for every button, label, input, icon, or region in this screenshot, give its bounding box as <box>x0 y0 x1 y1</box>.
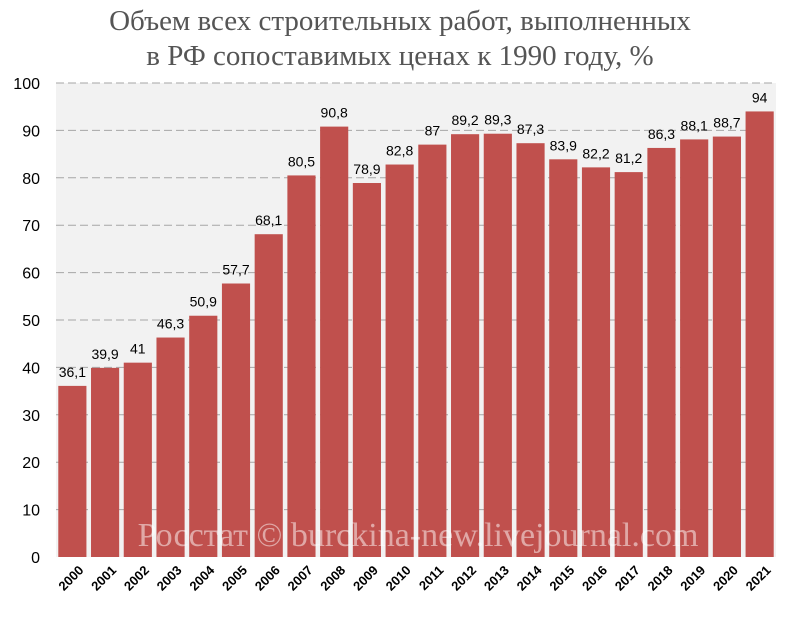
x-tick-label: 2006 <box>252 563 283 594</box>
data-label: 57,7 <box>222 262 249 278</box>
x-tick-label: 2000 <box>55 563 86 594</box>
data-label: 36,1 <box>59 364 86 380</box>
bar-2000 <box>58 385 87 557</box>
x-tick-label: 2014 <box>514 562 546 594</box>
y-tick-label: 60 <box>22 266 40 283</box>
y-tick-label: 30 <box>22 408 40 425</box>
chart-title-line-2: в РФ сопоставимых ценах к 1990 году, % <box>146 40 654 72</box>
data-label: 89,3 <box>484 112 511 128</box>
x-tick-label: 2012 <box>448 563 479 594</box>
bar-2006 <box>254 234 283 557</box>
data-label: 50,9 <box>190 294 217 310</box>
bar-2003 <box>156 337 185 557</box>
x-tick-label: 2019 <box>677 563 708 594</box>
data-label: 88,7 <box>713 115 740 131</box>
bar-2020 <box>712 136 741 557</box>
bar-2016 <box>581 167 611 557</box>
watermark: Росстат © burckina-new.livejournal.com <box>138 517 699 554</box>
bar-2018 <box>647 147 676 558</box>
x-axis-ticks: 2000 2001 2002 2003 2004 2005 2006 2007 2008 2009… <box>55 562 773 594</box>
bar-2019 <box>680 139 709 557</box>
x-tick-label: 2002 <box>121 563 152 594</box>
data-label: 46,3 <box>157 316 184 332</box>
bars <box>58 111 774 558</box>
bar-2015 <box>549 159 578 557</box>
y-axis-ticks: 0 10 20 30 40 50 60 70 80 90 100 <box>13 76 40 567</box>
data-label: 41 <box>130 341 146 357</box>
y-tick-label: 80 <box>22 171 40 188</box>
bar-2001 <box>91 367 120 557</box>
data-label: 81,2 <box>615 150 642 166</box>
data-label: 80,5 <box>288 153 315 169</box>
data-label: 90,8 <box>321 105 348 121</box>
x-tick-label: 2007 <box>285 563 316 594</box>
data-label: 94 <box>752 89 768 105</box>
y-tick-label: 70 <box>22 218 40 235</box>
bar-2004 <box>189 315 218 557</box>
bar-2012 <box>451 134 480 557</box>
data-label: 82,2 <box>582 145 609 161</box>
x-tick-label: 2003 <box>154 563 185 594</box>
bar-2010 <box>385 164 414 557</box>
x-tick-label: 2018 <box>645 563 676 594</box>
bar-2021 <box>745 111 774 557</box>
x-tick-label: 2013 <box>481 563 512 594</box>
x-tick-label: 2009 <box>350 563 381 594</box>
bar-2005 <box>221 283 251 557</box>
data-label: 83,9 <box>550 137 577 153</box>
y-tick-label: 10 <box>22 503 40 520</box>
bar-2011 <box>418 144 447 557</box>
bar-2009 <box>352 183 381 557</box>
x-tick-label: 2001 <box>88 563 119 594</box>
data-label: 87 <box>425 123 441 139</box>
data-label: 86,3 <box>648 126 675 142</box>
data-label: 89,2 <box>451 112 478 128</box>
bar-2013 <box>483 133 512 557</box>
data-label: 39,9 <box>91 346 118 362</box>
x-tick-label: 2005 <box>219 563 250 594</box>
y-tick-label: 40 <box>22 360 40 377</box>
data-label: 78,9 <box>353 161 380 177</box>
x-tick-label: 2021 <box>743 563 774 594</box>
x-tick-label: 2015 <box>546 563 577 594</box>
chart-title-line-1: Объем всех строительных работ, выполненн… <box>109 5 691 37</box>
x-tick-label: 2011 <box>416 563 447 594</box>
y-tick-label: 90 <box>22 123 40 140</box>
x-tick-label: 2004 <box>186 562 218 594</box>
x-tick-label: 2017 <box>612 563 643 594</box>
bar-2007 <box>287 175 316 557</box>
x-tick-label: 2008 <box>317 563 348 594</box>
x-tick-label: 2020 <box>710 563 741 594</box>
bar-2008 <box>320 126 349 557</box>
data-labels: 36,1 39,9 41 46,3 50,9 57,7 68,1 80,5 90,8 78,9 82… <box>59 89 768 379</box>
bar-2014 <box>516 143 545 557</box>
chart-title: Объем всех строительных работ, выполненн… <box>0 4 800 74</box>
data-label: 87,3 <box>517 121 544 137</box>
x-tick-label: 2010 <box>383 563 414 594</box>
bar-2017 <box>614 172 643 557</box>
y-tick-label: 50 <box>22 313 40 330</box>
y-tick-label: 20 <box>22 455 40 472</box>
bar-2002 <box>123 362 152 557</box>
data-label: 82,8 <box>386 143 413 159</box>
y-tick-label: 0 <box>31 550 40 567</box>
data-label: 68,1 <box>255 212 282 228</box>
x-tick-label: 2016 <box>579 563 610 594</box>
y-tick-label: 100 <box>13 76 40 93</box>
data-label: 88,1 <box>681 117 708 133</box>
